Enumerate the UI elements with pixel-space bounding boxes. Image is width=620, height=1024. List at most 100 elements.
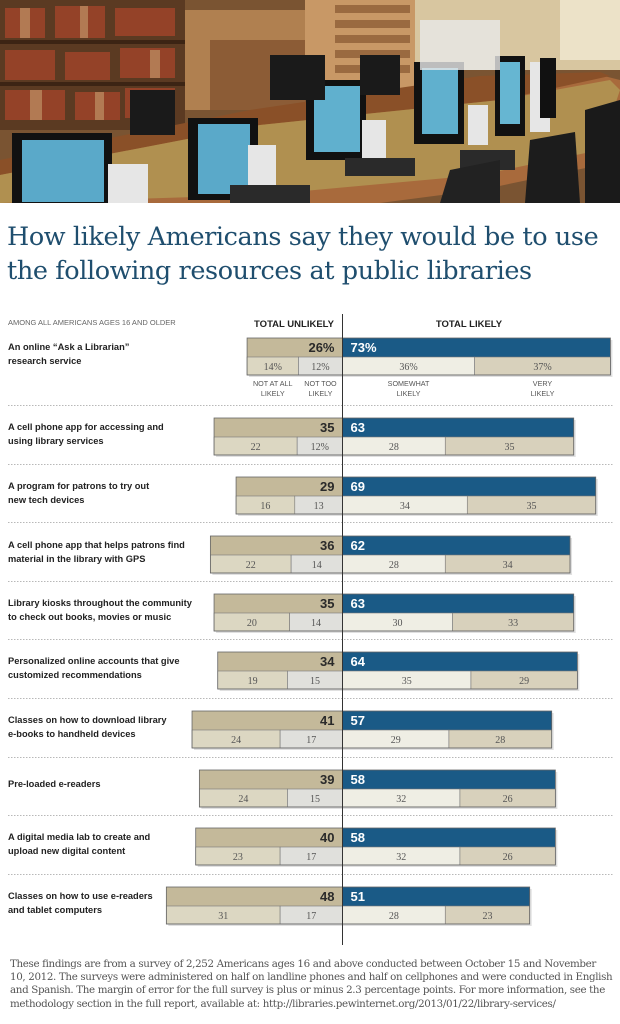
total-likely-value: 73% (351, 340, 377, 355)
bar-total-unlikely (214, 594, 343, 613)
not-too-likely-value: 12% (311, 362, 329, 373)
bar-total-unlikely (166, 887, 343, 906)
row-label: An online “Ask a Librarian” (8, 342, 129, 352)
row-label: new tech devices (8, 495, 84, 505)
bar-total-unlikely (236, 477, 343, 496)
bar-total-likely (342, 652, 578, 671)
total-likely-value: 57 (351, 713, 365, 728)
bar-total-likely (342, 711, 552, 730)
not-at-all-likely-value: 23 (233, 852, 243, 863)
bar-total-unlikely (192, 711, 343, 730)
bar-total-likely (342, 536, 571, 555)
category-label-not-at-all-likely: NOT AT ALL (253, 379, 293, 388)
category-label-very-likely: VERY (533, 379, 553, 388)
somewhat-likely-value: 28 (389, 560, 399, 571)
bar-total-likely (342, 828, 556, 847)
very-likely-value: 35 (504, 442, 514, 453)
bar-total-unlikely (247, 338, 343, 357)
row-label: Personalized online accounts that give (8, 656, 180, 666)
total-unlikely-value: 39 (320, 772, 334, 787)
not-too-likely-value: 17 (306, 852, 316, 863)
total-unlikely-value: 41 (320, 713, 334, 728)
row-label: Pre-loaded e-readers (8, 779, 101, 789)
category-label-very-likely: LIKELY (531, 389, 555, 398)
somewhat-likely-value: 29 (391, 735, 401, 746)
bar-outline (195, 827, 556, 866)
category-label-not-at-all-likely: LIKELY (261, 389, 285, 398)
category-label-not-too-likely: NOT TOO (304, 379, 337, 388)
total-unlikely-value: 35 (320, 420, 334, 435)
total-unlikely-value: 40 (320, 830, 334, 845)
very-likely-value: 23 (482, 911, 492, 922)
not-too-likely-value: 17 (306, 911, 316, 922)
not-too-likely-value: 13 (314, 501, 324, 512)
bar-total-likely (342, 477, 596, 496)
very-likely-value: 34 (503, 560, 513, 571)
total-unlikely-value: 26% (308, 340, 334, 355)
bar-outline (235, 476, 597, 515)
very-likely-value: 26 (503, 794, 513, 805)
library-computers-photo (0, 0, 620, 203)
bar-outline (209, 535, 571, 574)
not-at-all-likely-value: 31 (218, 911, 228, 922)
not-too-likely-value: 14 (312, 560, 322, 571)
total-unlikely-value: 36 (320, 538, 334, 553)
not-at-all-likely-value: 22 (246, 560, 256, 571)
not-at-all-likely-value: 24 (238, 794, 248, 805)
bar-total-unlikely (210, 536, 343, 555)
row-label: A cell phone app that helps patrons find (8, 540, 185, 550)
somewhat-likely-value: 36% (399, 362, 417, 373)
total-likely-value: 62 (351, 538, 365, 553)
somewhat-likely-value: 28 (389, 911, 399, 922)
row-label: and tablet computers (8, 905, 102, 915)
chart-title-line-1: How likely Americans say they would be t… (7, 222, 599, 252)
total-likely-value: 63 (351, 420, 365, 435)
bar-total-likely (342, 594, 574, 613)
bar-outline (217, 651, 578, 690)
bar-outline (165, 886, 531, 925)
row-label: to check out books, movies or music (8, 612, 171, 622)
row-label: A digital media lab to create and (8, 832, 151, 842)
total-likely-value: 64 (351, 654, 366, 669)
row-label: research service (8, 356, 81, 366)
not-at-all-likely-value: 20 (247, 618, 257, 629)
row-label: Classes on how to use e-readers (8, 891, 153, 901)
not-too-likely-value: 12% (311, 442, 329, 453)
row-label: customized recommendations (8, 670, 142, 680)
chart-title-line-2: the following resources at public librar… (7, 256, 532, 286)
bar-total-likely (342, 418, 574, 437)
very-likely-value: 28 (495, 735, 505, 746)
header-total-likely: TOTAL LIKELY (436, 319, 503, 330)
not-too-likely-value: 17 (306, 735, 316, 746)
bar-outline (213, 593, 575, 632)
row-label: material in the library with GPS (8, 554, 145, 564)
very-likely-value: 26 (503, 852, 513, 863)
category-label-somewhat-likely: LIKELY (397, 389, 421, 398)
bar-total-unlikely (195, 828, 343, 847)
row-label: A cell phone app for accessing and (8, 422, 164, 432)
bar-outline (213, 417, 575, 456)
bar-total-unlikely (199, 770, 343, 789)
total-likely-value: 58 (351, 772, 365, 787)
not-too-likely-value: 15 (310, 676, 320, 687)
header-total-unlikely: TOTAL UNLIKELY (254, 319, 335, 330)
row-label: e-books to handheld devices (8, 729, 136, 739)
row-label: using library services (8, 436, 104, 446)
not-at-all-likely-value: 22 (251, 442, 261, 453)
not-at-all-likely-value: 16 (260, 501, 270, 512)
very-likely-value: 35 (527, 501, 537, 512)
row-label: A program for patrons to try out (8, 481, 149, 491)
total-unlikely-value: 35 (320, 596, 334, 611)
bar-total-likely (342, 338, 611, 357)
total-unlikely-value: 29 (320, 479, 334, 494)
category-label-not-too-likely: LIKELY (309, 389, 333, 398)
somewhat-likely-value: 28 (389, 442, 399, 453)
row-label: Classes on how to download library (8, 715, 167, 725)
very-likely-value: 29 (519, 676, 529, 687)
somewhat-likely-value: 32 (396, 852, 406, 863)
bar-total-likely (342, 887, 530, 906)
bar-outline (198, 769, 556, 808)
very-likely-value: 37% (533, 362, 551, 373)
not-too-likely-value: 14 (311, 618, 321, 629)
chart-subtitle: AMONG ALL AMERICANS AGES 16 AND OLDER (8, 318, 176, 327)
